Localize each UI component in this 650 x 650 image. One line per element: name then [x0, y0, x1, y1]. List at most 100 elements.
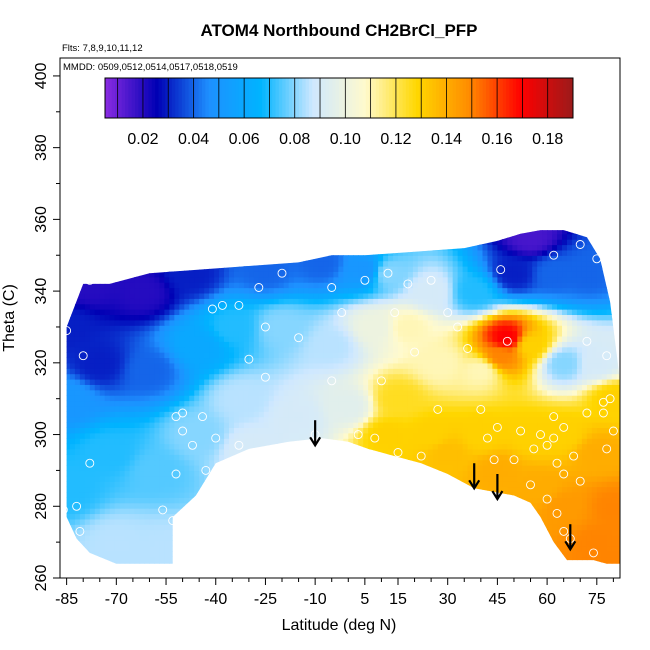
field-cell [586, 400, 593, 407]
field-cell [353, 405, 359, 412]
field-cell [184, 491, 190, 498]
field-cell [532, 529, 538, 536]
field-cell [60, 460, 66, 466]
field-cell [452, 411, 459, 418]
field-cell [129, 534, 136, 541]
field-cell [164, 362, 170, 369]
field-cell [373, 422, 379, 428]
field-cell [199, 497, 205, 504]
field-cell [89, 405, 96, 412]
field-cell [417, 529, 424, 536]
field-cell [616, 534, 620, 541]
field-cell [427, 454, 434, 461]
field-cell [606, 534, 613, 541]
field-cell [99, 416, 106, 423]
field-cell [512, 497, 518, 504]
field-cell [591, 518, 598, 525]
field-cell [283, 540, 290, 547]
field-cell [119, 491, 126, 498]
field-cell [452, 518, 459, 525]
field-cell [283, 459, 290, 466]
field-cell [293, 352, 300, 359]
field-cell [164, 357, 170, 364]
field-cell [522, 454, 528, 461]
field-cell [164, 368, 170, 375]
field-cell [313, 465, 320, 472]
field-cell [134, 524, 141, 531]
field-cell [606, 551, 613, 558]
field-cell [60, 492, 66, 498]
field-cell [144, 454, 151, 461]
field-cell [104, 465, 111, 472]
field-cell [472, 454, 479, 461]
field-cell [129, 556, 136, 563]
field-cell [333, 352, 339, 359]
field-cell [527, 443, 533, 450]
field-cell [566, 459, 573, 466]
field-cell [179, 513, 185, 520]
field-cell [393, 481, 399, 488]
field-cell [447, 561, 454, 564]
field-cell [258, 518, 265, 525]
field-cell [373, 378, 379, 385]
field-cell [388, 567, 394, 573]
field-cell [94, 561, 101, 564]
field-cell [427, 405, 434, 412]
field-cell [74, 378, 81, 385]
field-cell [442, 481, 449, 488]
field-cell [328, 534, 334, 541]
field-cell [134, 448, 141, 455]
field-cell [522, 357, 528, 364]
field-cell [388, 384, 394, 391]
field-cell [243, 475, 250, 482]
field-cell [527, 556, 533, 563]
field-cell [427, 443, 434, 450]
field-cell [66, 502, 71, 509]
field-cell [566, 362, 573, 369]
field-cell [566, 491, 573, 498]
field-cell [209, 534, 215, 541]
field-cell [298, 556, 305, 563]
field-cell [318, 561, 325, 564]
field-cell [79, 513, 86, 520]
field-cell [119, 352, 126, 359]
field-cell [402, 368, 409, 375]
field-cell [397, 465, 404, 472]
field-cell [209, 529, 215, 536]
field-cell [273, 346, 280, 353]
field-cell [532, 502, 538, 509]
field-cell [288, 378, 295, 385]
field-cell [184, 513, 190, 520]
field-cell [139, 486, 146, 493]
field-cell [616, 368, 620, 375]
field-cell [417, 551, 424, 558]
field-cell [402, 454, 409, 461]
field-cell [164, 551, 170, 558]
field-cell [373, 518, 379, 525]
field-cell [139, 368, 146, 375]
field-cell [586, 534, 593, 541]
field-cell [89, 341, 96, 348]
field-cell [74, 551, 81, 558]
field-cell [174, 561, 180, 564]
field-cell [308, 481, 315, 488]
field-cell [527, 378, 533, 385]
field-cell [407, 545, 414, 552]
field-cell [482, 422, 489, 428]
field-cell [562, 475, 568, 482]
field-cell [99, 373, 106, 380]
field-cell [482, 362, 489, 369]
field-cell [273, 486, 280, 493]
field-cell [333, 502, 339, 509]
field-cell [378, 416, 384, 423]
field-cell [507, 395, 513, 402]
field-cell [467, 518, 474, 525]
field-cell [124, 400, 131, 407]
field-cell [422, 561, 429, 564]
field-cell [402, 551, 409, 558]
field-cell [353, 432, 359, 439]
field-cell [402, 475, 409, 482]
field-cell [214, 518, 220, 525]
field-cell [358, 524, 364, 531]
field-cell [537, 373, 543, 380]
